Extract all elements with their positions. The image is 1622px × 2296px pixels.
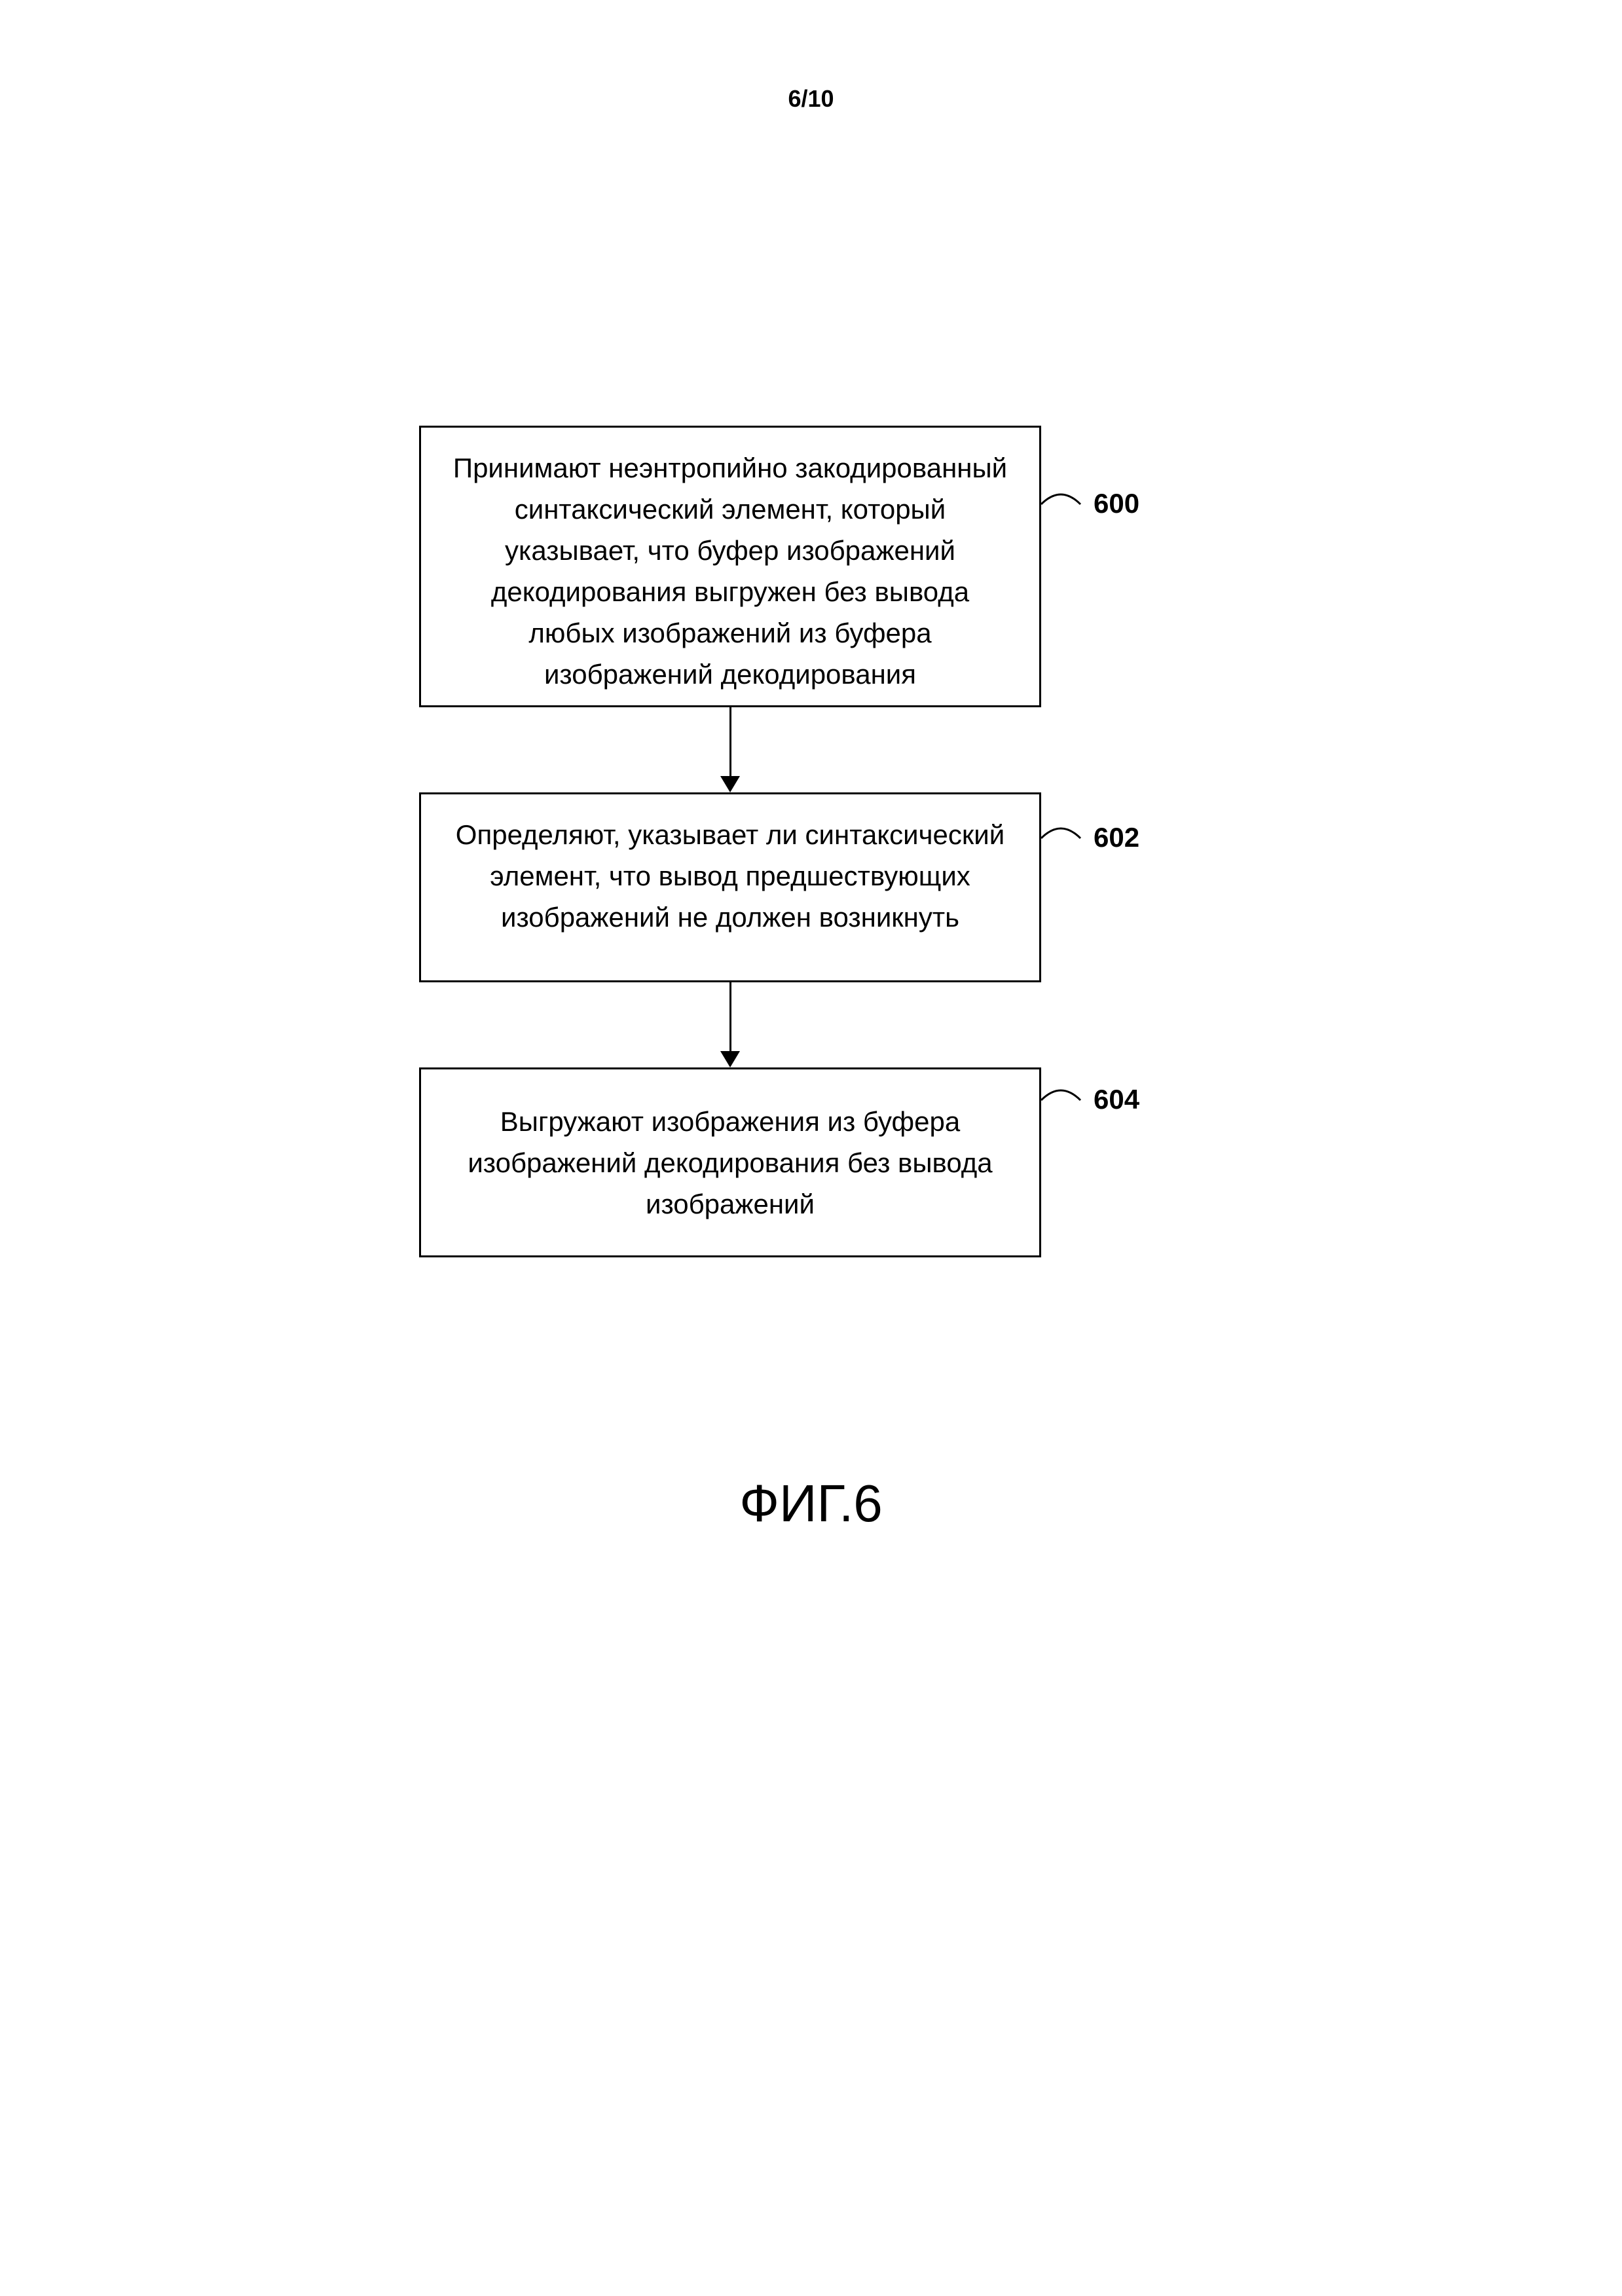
node-1-label: 600 xyxy=(1094,488,1139,519)
arrow-1-head xyxy=(720,776,740,792)
figure-label: ФИГ.6 xyxy=(739,1473,883,1534)
node-1-text: Принимают неэнтропийно закодированный си… xyxy=(453,453,1007,690)
arrow-1 xyxy=(419,707,1041,792)
arrow-2-head xyxy=(720,1051,740,1067)
flowchart-node-2-row: Определяют, указывает ли синтаксический … xyxy=(419,792,1205,982)
flowchart: Принимают неэнтропийно закодированный си… xyxy=(419,426,1205,1257)
flowchart-node-3-row: Выгружают изображения из буфера изображе… xyxy=(419,1067,1205,1257)
flowchart-node-2: Определяют, указывает ли синтаксический … xyxy=(419,792,1041,982)
node-3-text: Выгружают изображения из буфера изображе… xyxy=(447,1101,1013,1225)
arrow-1-line xyxy=(729,707,731,776)
arrow-2 xyxy=(419,982,1041,1067)
node-2-label: 602 xyxy=(1094,822,1139,853)
flowchart-node-1-row: Принимают неэнтропийно закодированный си… xyxy=(419,426,1205,707)
arrow-2-line xyxy=(729,982,731,1051)
page-number: 6/10 xyxy=(788,85,834,113)
node-2-text: Определяют, указывает ли синтаксический … xyxy=(456,819,1005,933)
flowchart-node-3: Выгружают изображения из буфера изображе… xyxy=(419,1067,1041,1257)
node-3-label: 604 xyxy=(1094,1084,1139,1115)
flowchart-node-1: Принимают неэнтропийно закодированный си… xyxy=(419,426,1041,707)
